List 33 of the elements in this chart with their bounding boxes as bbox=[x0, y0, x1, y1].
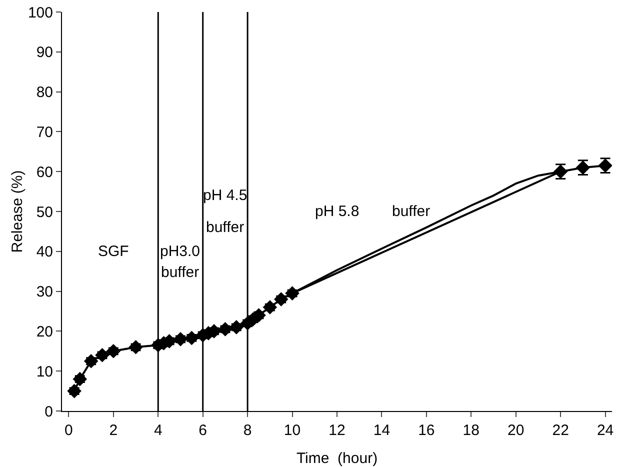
y-tick-label: 20 bbox=[36, 323, 53, 340]
x-tick-label: 6 bbox=[198, 422, 208, 439]
y-tick-label: 60 bbox=[36, 164, 53, 181]
x-tick-label: 2 bbox=[109, 422, 118, 439]
x-tick-label: 8 bbox=[243, 422, 252, 439]
annotation: buffer bbox=[161, 264, 200, 281]
y-tick-label: 10 bbox=[36, 363, 53, 380]
annotation: SGF bbox=[98, 243, 129, 260]
x-axis-title: Time (hour) bbox=[296, 450, 378, 467]
x-tick-label: 10 bbox=[284, 422, 301, 439]
annotation: pH 5.8 bbox=[315, 203, 360, 220]
x-tick-label: 4 bbox=[154, 422, 162, 439]
y-tick-label: 40 bbox=[36, 244, 53, 261]
y-tick-label: 90 bbox=[36, 44, 53, 62]
x-tick-label: 18 bbox=[462, 422, 480, 439]
annotation: buffer bbox=[392, 203, 430, 220]
y-tick-label: 50 bbox=[36, 204, 53, 221]
y-tick-label: 30 bbox=[36, 284, 53, 301]
x-tick-label: 14 bbox=[373, 422, 390, 439]
annotation: buffer bbox=[206, 219, 244, 236]
y-tick-label: 100 bbox=[28, 4, 53, 22]
y-axis-title: Release (%) bbox=[9, 170, 26, 253]
x-tick-label: 16 bbox=[418, 422, 435, 439]
y-tick-label: 70 bbox=[36, 124, 53, 141]
x-tick-label: 12 bbox=[328, 422, 346, 439]
x-tick-label: 24 bbox=[596, 422, 614, 439]
y-tick-label: 0 bbox=[44, 403, 53, 420]
x-tick-label: 20 bbox=[508, 422, 524, 439]
annotation: pH3.0 bbox=[160, 243, 200, 260]
y-tick-label: 80 bbox=[36, 84, 53, 102]
annotation: pH 4.5 bbox=[203, 187, 248, 204]
x-tick-label: 0 bbox=[64, 422, 73, 439]
x-tick-label: 22 bbox=[552, 422, 569, 439]
